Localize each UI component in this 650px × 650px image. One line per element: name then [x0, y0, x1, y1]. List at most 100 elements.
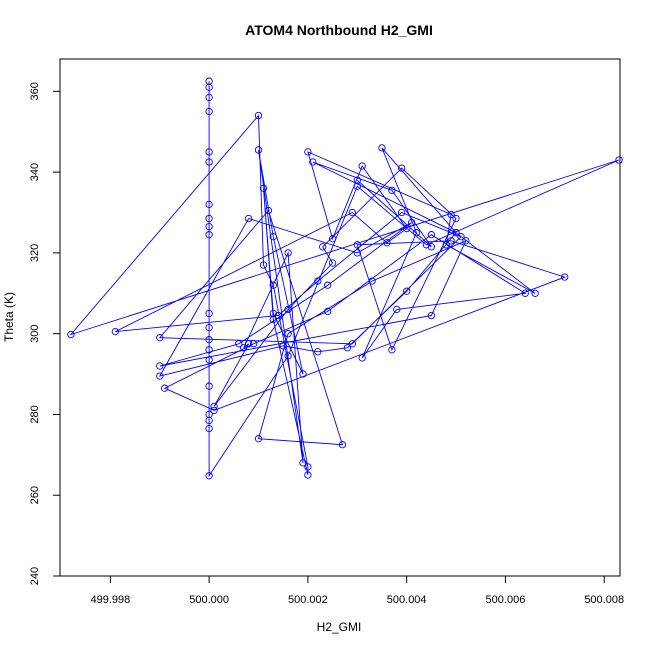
- chart-title: ATOM4 Northbound H2_GMI: [245, 22, 433, 38]
- y-axis: 240 260 280 300 320 340 360: [29, 82, 61, 585]
- data-point: [210, 406, 218, 415]
- data-point: [407, 218, 416, 227]
- data-point: [447, 210, 455, 219]
- data-point: [205, 214, 213, 223]
- x-tick-label: 500.000: [189, 594, 229, 606]
- data-point: [205, 93, 213, 102]
- data-point: [314, 348, 322, 356]
- data-point: [205, 158, 213, 166]
- data-point: [299, 459, 307, 467]
- data-point: [210, 402, 218, 411]
- data-point: [358, 162, 366, 170]
- data-point: [244, 340, 253, 348]
- data-point: [205, 346, 213, 354]
- y-tick-label: 240: [29, 567, 41, 585]
- data-point: [383, 239, 391, 247]
- data-point: [338, 441, 347, 449]
- data-point: [452, 229, 460, 237]
- y-tick-label: 360: [29, 82, 41, 100]
- data-point: [205, 356, 213, 364]
- x-tick-label: 500.008: [584, 594, 624, 606]
- data-point: [412, 229, 421, 237]
- data-point: [244, 214, 253, 223]
- data-point: [161, 384, 169, 392]
- x-tick-label: 500.006: [486, 594, 526, 606]
- data-point: [156, 362, 164, 370]
- data-point: [348, 208, 356, 217]
- data-point: [304, 148, 312, 156]
- data-point: [240, 344, 248, 352]
- x-tick-label: 500.002: [288, 594, 328, 606]
- x-axis: 499.998 500.000 500.002 500.004 500.006 500.0…: [90, 575, 624, 606]
- data-point: [279, 342, 287, 350]
- data-point: [205, 309, 213, 318]
- data-point: [353, 249, 361, 257]
- data-point: [324, 307, 332, 316]
- data-point: [398, 164, 406, 172]
- data-point: [422, 241, 431, 249]
- data-point: [269, 281, 277, 289]
- data-point: [403, 224, 411, 233]
- data-point: [403, 287, 411, 295]
- data-point: [259, 261, 268, 269]
- data-point: [205, 424, 213, 433]
- x-tick-label: 500.004: [387, 594, 427, 606]
- data-point: [457, 233, 465, 241]
- data-point: [156, 334, 164, 342]
- data-point: [284, 249, 292, 257]
- data-point: [309, 158, 317, 166]
- data-point: [393, 305, 401, 314]
- y-tick-label: 320: [29, 244, 41, 262]
- data-point: [205, 336, 213, 344]
- data-point: [442, 241, 450, 249]
- data-point: [156, 372, 164, 380]
- data-point: [348, 340, 356, 348]
- data-point: [427, 231, 436, 239]
- data-point: [254, 435, 263, 443]
- data-point: [205, 83, 213, 91]
- data-point: [388, 346, 396, 354]
- data-point: [398, 208, 406, 217]
- data-point: [324, 281, 332, 289]
- data-point: [254, 146, 263, 154]
- data-point: [358, 354, 366, 362]
- data-point: [343, 344, 352, 352]
- data-point: [205, 472, 213, 480]
- data-point: [284, 305, 292, 314]
- data-point: [319, 243, 327, 251]
- data-point: [452, 214, 460, 223]
- data-point: [235, 340, 243, 348]
- data-point: [249, 340, 258, 348]
- data-point: [205, 222, 213, 231]
- data-point: [299, 370, 307, 378]
- data-point: [67, 330, 75, 339]
- data-point: [328, 235, 337, 243]
- data-point: [304, 463, 312, 471]
- data-point: [521, 289, 529, 297]
- data-point: [353, 241, 361, 249]
- x-tick-label: 499.998: [90, 594, 130, 606]
- data-point: [427, 311, 436, 320]
- data-point: [264, 206, 273, 215]
- data-point: [205, 416, 213, 425]
- series-layer: [67, 77, 623, 480]
- data-point: [205, 148, 213, 156]
- y-tick-label: 300: [29, 324, 41, 342]
- y-tick-label: 260: [29, 486, 41, 504]
- data-point: [274, 311, 282, 320]
- data-point: [615, 156, 623, 164]
- data-point: [269, 233, 277, 241]
- data-point: [205, 323, 213, 332]
- x-axis-label: H2_GMI: [317, 620, 362, 634]
- data-point: [353, 176, 361, 184]
- y-tick-label: 340: [29, 163, 41, 181]
- data-point: [388, 186, 396, 194]
- data-point: [205, 200, 213, 209]
- data-point: [205, 382, 213, 390]
- data-point: [259, 184, 268, 192]
- data-point: [254, 111, 263, 120]
- data-point: [531, 289, 539, 297]
- data-point: [284, 330, 292, 338]
